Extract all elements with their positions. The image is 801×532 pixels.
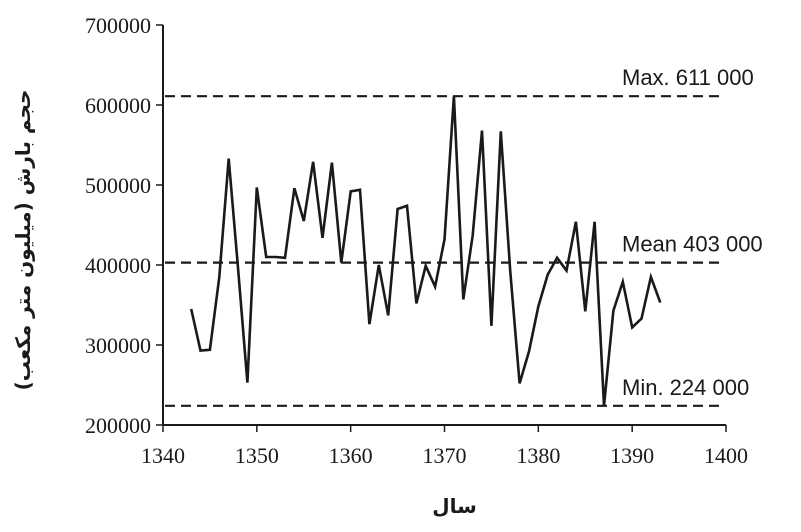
y-tick-label: 600000 (85, 93, 151, 118)
x-axis-title: سال (432, 494, 477, 518)
x-tick-label: 1380 (516, 443, 560, 468)
x-axis-ticks: 1340 1350 1360 1370 1380 1390 1400 (141, 425, 748, 468)
y-axis-ticks: 200000 300000 400000 500000 600000 700000 (85, 13, 163, 438)
y-tick-label: 400000 (85, 253, 151, 278)
y-tick-label: 500000 (85, 173, 151, 198)
reference-line-label: Mean 403 000 (622, 232, 763, 257)
reference-lines: Max. 611 000 Mean 403 000 Min. 224 000 (165, 65, 763, 407)
y-tick-label: 200000 (85, 413, 151, 438)
x-tick-label: 1400 (704, 443, 748, 468)
series-line (189, 96, 662, 406)
reference-line-label: Max. 611 000 (622, 65, 754, 90)
reference-line-label: Min. 224 000 (622, 375, 749, 400)
y-tick-label: 300000 (85, 333, 151, 358)
x-tick-label: 1350 (235, 443, 279, 468)
series-group (189, 96, 662, 406)
y-tick-label: 700000 (85, 13, 151, 38)
x-tick-label: 1360 (329, 443, 373, 468)
x-tick-label: 1390 (610, 443, 654, 468)
y-axis-title: حجم بارش (میلیون متر مکعب) (11, 90, 35, 391)
x-tick-label: 1340 (141, 443, 185, 468)
x-tick-label: 1370 (423, 443, 467, 468)
